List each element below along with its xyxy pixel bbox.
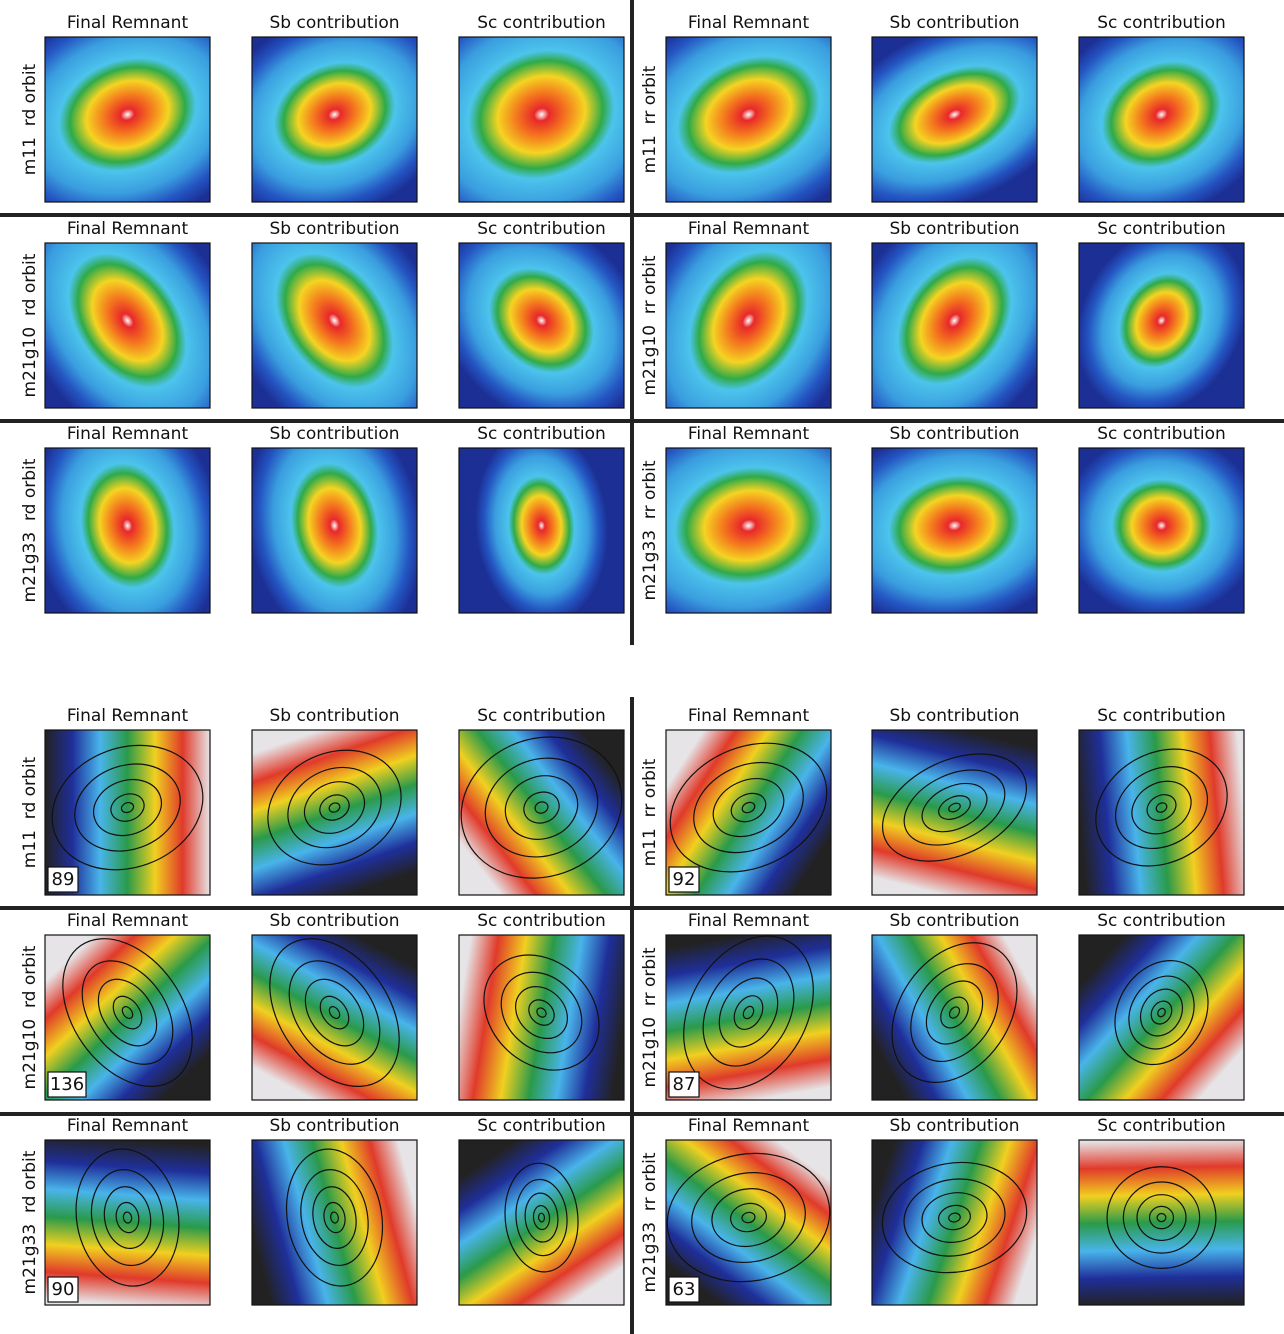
row-label: m21g10 rd orbit xyxy=(20,945,40,1089)
velocity-map xyxy=(459,730,624,895)
panel-image xyxy=(252,1140,417,1305)
value-label: 90 xyxy=(52,1279,75,1300)
row-label: m11 rd orbit xyxy=(20,756,40,868)
row-label: m11 rd orbit xyxy=(20,63,40,175)
panel-title: Sc contribution xyxy=(1097,13,1226,33)
row-label: m21g10 rr orbit xyxy=(640,947,660,1087)
panel-title: Sb contribution xyxy=(889,13,1019,33)
panel-title: Sb contribution xyxy=(889,1116,1019,1136)
panel-title: Sc contribution xyxy=(477,911,606,931)
panel-title: Sb contribution xyxy=(269,13,399,33)
panel-image xyxy=(1075,726,1249,895)
panel-image xyxy=(459,1140,624,1305)
panel-title: Sc contribution xyxy=(1097,424,1226,444)
panel-title: Sc contribution xyxy=(477,706,606,726)
panel-image xyxy=(872,1140,1037,1305)
value-label: 63 xyxy=(673,1279,696,1300)
velocity-map xyxy=(1079,1140,1244,1305)
panel-title: Final Remnant xyxy=(688,911,810,931)
value-label: 136 xyxy=(50,1074,84,1095)
panel-title: Final Remnant xyxy=(67,13,189,33)
panel-title: Sb contribution xyxy=(889,424,1019,444)
velocity-map xyxy=(1079,935,1244,1100)
panel-title: Sb contribution xyxy=(269,1116,399,1136)
row-label: m21g33 rd orbit xyxy=(20,458,40,602)
row-label: m11 rr orbit xyxy=(640,65,660,173)
row-label: m11 rr orbit xyxy=(640,758,660,866)
value-label: 87 xyxy=(673,1074,696,1095)
panel-title: Sc contribution xyxy=(477,424,606,444)
panel-title: Sc contribution xyxy=(1097,1116,1226,1136)
panel-title: Final Remnant xyxy=(67,424,189,444)
panel-image xyxy=(1079,1140,1244,1305)
panel-title: Sc contribution xyxy=(1097,706,1226,726)
panel-title: Sb contribution xyxy=(269,706,399,726)
row-label: m21g10 rd orbit xyxy=(20,253,40,397)
density-map xyxy=(1063,433,1261,618)
panel-image xyxy=(459,932,624,1100)
panel-title: Sb contribution xyxy=(269,424,399,444)
panel-image xyxy=(865,730,1043,895)
value-label: 92 xyxy=(673,869,696,890)
panel-image xyxy=(459,421,624,630)
panel-image xyxy=(1079,935,1244,1100)
panel-title: Sc contribution xyxy=(477,13,606,33)
panel-title: Final Remnant xyxy=(688,13,810,33)
panel-title: Final Remnant xyxy=(67,1116,189,1136)
velocity-map xyxy=(872,730,1037,895)
panel-title: Final Remnant xyxy=(688,424,810,444)
panel-title: Sc contribution xyxy=(477,1116,606,1136)
figure: m11 rd orbit Final Remnant Sb contribution… xyxy=(0,0,1284,1334)
row-label: m21g33 rd orbit xyxy=(20,1150,40,1294)
panel-title: Sb contribution xyxy=(269,219,399,239)
panel-image xyxy=(249,729,420,895)
panel-image xyxy=(243,914,426,1110)
panel-title: Sc contribution xyxy=(477,219,606,239)
panel-title: Final Remnant xyxy=(688,706,810,726)
panel-title: Sb contribution xyxy=(889,911,1019,931)
panel-title: Final Remnant xyxy=(688,219,810,239)
value-label: 89 xyxy=(52,869,75,890)
panel-title: Sc contribution xyxy=(1097,219,1226,239)
row-label: m21g33 rr orbit xyxy=(640,1152,660,1292)
row-label: m21g10 rr orbit xyxy=(640,255,660,395)
row-label: m21g33 rr orbit xyxy=(640,460,660,600)
panel-image xyxy=(866,919,1043,1106)
panel-image xyxy=(1063,433,1261,618)
panel-title: Sb contribution xyxy=(889,706,1019,726)
panel-title: Sb contribution xyxy=(889,219,1019,239)
panel-title: Sb contribution xyxy=(269,911,399,931)
panel-title: Sc contribution xyxy=(1097,911,1226,931)
panel-title: Final Remnant xyxy=(67,706,189,726)
page: {"density_maps": {"rows": [ {"left": {"l… xyxy=(0,0,1284,1334)
panel-title: Final Remnant xyxy=(67,219,189,239)
panel-image xyxy=(441,715,642,900)
panel-title: Final Remnant xyxy=(688,1116,810,1136)
panel-title: Final Remnant xyxy=(67,911,189,931)
